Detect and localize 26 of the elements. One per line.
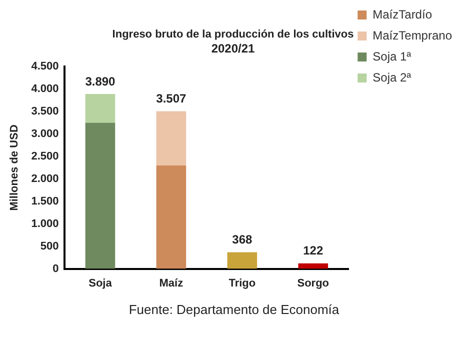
y-tick-label: 1.500	[31, 195, 59, 208]
legend-label: MaízTemprano	[372, 28, 452, 42]
y-tick-label: 4.000	[31, 83, 59, 96]
source-note: Fuente: Departamento de Economía	[128, 302, 340, 317]
legend-label: Soja 2ª	[372, 70, 412, 84]
y-tick-label: 4.500	[31, 60, 59, 73]
y-tick-label: 3.500	[31, 106, 59, 118]
x-tick-label: Maíz	[159, 277, 184, 290]
chart-subtitle: 2020/21	[211, 42, 256, 56]
total-label: 368	[232, 232, 252, 247]
legend-label: Soja 1ª	[372, 49, 412, 64]
total-label: 3.890	[85, 74, 116, 88]
x-tick-label: Soja	[88, 277, 113, 290]
x-tick-label: Trigo	[228, 277, 256, 290]
total-label: 3.507	[156, 92, 187, 106]
y-tick-label: 2.500	[31, 150, 59, 162]
y-axis-title: Millones de USD	[8, 124, 21, 211]
chart-title: Ingreso bruto de la producción de los cultivos	[112, 28, 354, 41]
legend-label: MaízTardío	[372, 7, 432, 22]
y-tick-label: 500	[40, 240, 59, 252]
y-tick-label: 0	[52, 262, 59, 275]
y-tick-label: 2.000	[31, 172, 59, 185]
y-tick-label: 3.000	[31, 128, 59, 140]
y-tick-label: 1.000	[31, 218, 59, 230]
x-tick-label: Sorgo	[297, 277, 330, 290]
total-label: 122	[303, 244, 324, 258]
